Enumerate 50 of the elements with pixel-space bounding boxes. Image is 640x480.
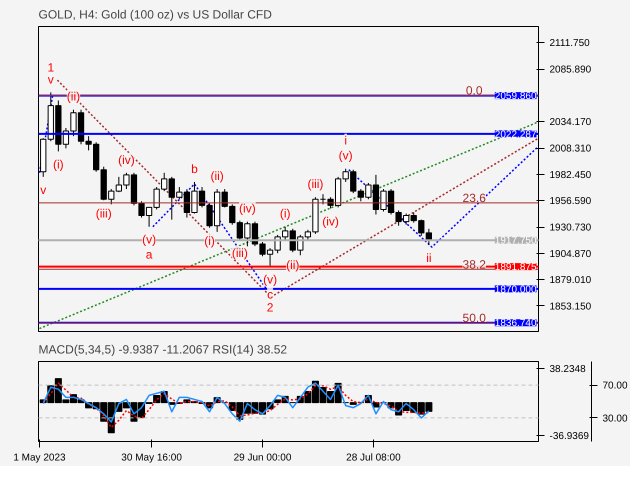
annotation: (iii) — [232, 246, 248, 260]
annotation: 38.2 — [462, 257, 486, 272]
annotation: a — [146, 248, 153, 262]
annotation: (i) — [53, 157, 64, 172]
annotation: 23.6 — [462, 190, 486, 205]
y-tick-label: 1956.590 — [550, 196, 592, 208]
annotation: v — [40, 182, 46, 197]
y-tick-label: 1982.450 — [550, 170, 592, 181]
y2-tick-label: 70.00 — [602, 380, 628, 392]
annotation: (i) — [280, 206, 291, 221]
annotation: i — [344, 134, 348, 148]
annotation: 1 — [47, 60, 54, 74]
annotation: (iv) — [118, 152, 135, 167]
annotation: 0.0 — [466, 84, 483, 98]
y-tick-label: 2008.310 — [550, 144, 592, 155]
y-tick-label: 1879.010 — [550, 275, 592, 286]
annotation: (v) — [263, 272, 278, 286]
y2-tick-label: 30.00 — [602, 413, 628, 424]
annotation: (i) — [204, 234, 215, 248]
annotation: ii — [426, 251, 432, 266]
annotation: v — [48, 72, 54, 86]
y-tick-label: 38.2348 — [550, 364, 586, 376]
y-tick-label: 2034.170 — [550, 117, 592, 128]
y-tick-label: 2111.750 — [550, 38, 590, 50]
annotation: (iii) — [307, 177, 324, 192]
annotation: (iii) — [96, 206, 112, 220]
x-tick-label: 29 Jun 00:00 — [234, 452, 292, 464]
y-tick-label: 1853.150 — [550, 302, 592, 312]
x-tick-label: 28 Jul 08:00 — [346, 452, 402, 464]
x-tick-label: 30 May 16:00 — [121, 452, 182, 464]
y-tick-label: 2085.890 — [550, 64, 592, 76]
x-tick-label: 1 May 2023 — [13, 452, 66, 464]
annotation: (iv) — [239, 202, 256, 216]
annotation: (ii) — [66, 90, 80, 104]
chart-title: GOLD, H4: Gold (100 oz) vs US Dollar CFD — [38, 8, 272, 22]
y-tick-label: 1904.870 — [550, 248, 592, 260]
ref-line-label: 1917.750 — [494, 236, 537, 247]
annotation: (v) — [338, 148, 353, 163]
chart-title: MACD(5,34,5) -9.9387 -11.2067 RSI(14) 38.52 — [38, 342, 288, 356]
ref-line-label: 1836.740 — [494, 318, 537, 330]
y-tick-label: -36.9369 — [550, 430, 590, 442]
annotation: 2 — [266, 300, 274, 314]
annotation: c — [267, 287, 274, 302]
annotation: (iv) — [322, 214, 339, 228]
annotation: 50.0 — [462, 310, 486, 325]
annotation: b — [191, 162, 198, 176]
annotation: (ii) — [286, 258, 300, 272]
annotation: (v) — [142, 232, 156, 247]
annotation: (ii) — [210, 169, 224, 184]
y-tick-label: 1930.730 — [550, 222, 592, 234]
